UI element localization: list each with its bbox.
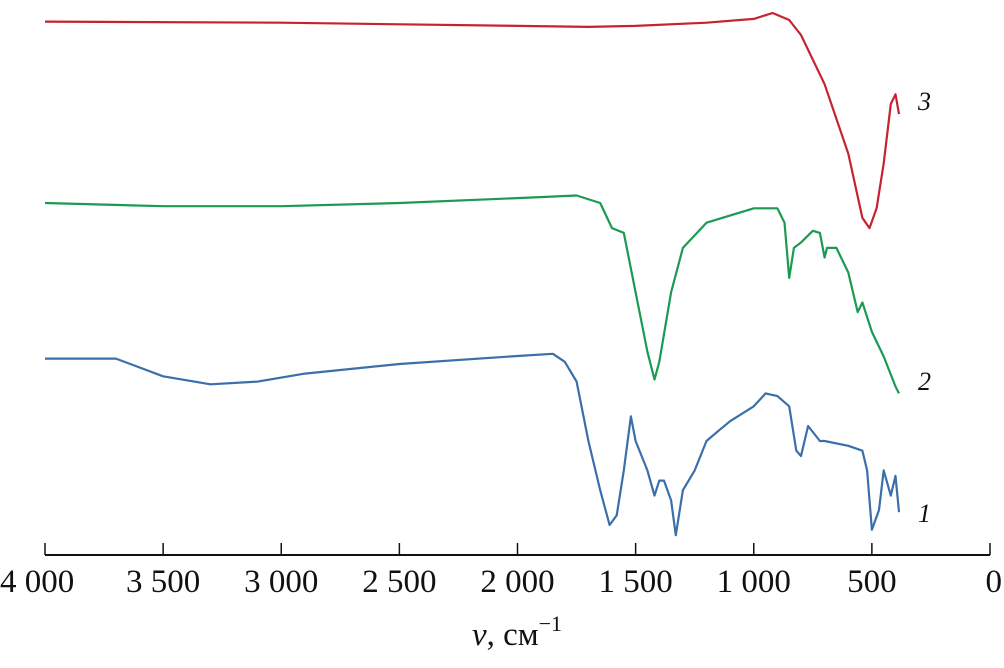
curve-label-1: 1 <box>918 499 931 528</box>
spectrum-curve-2 <box>44 194 900 394</box>
x-tick-label: 2 000 <box>480 564 554 600</box>
x-tick-label: 4 000 <box>0 564 74 600</box>
x-tick-label: 1 500 <box>599 564 673 600</box>
curve-label-3: 3 <box>917 87 931 116</box>
x-tick-label: 2 500 <box>362 564 436 600</box>
x-tick-label: 3 500 <box>126 564 200 600</box>
x-tick-label: 3 000 <box>244 564 318 600</box>
spectrum-curve-3 <box>44 11 901 230</box>
x-axis-label: ν, см−1 <box>472 611 562 653</box>
x-tick-label: 500 <box>847 564 897 600</box>
spectrum-curve-1 <box>45 352 901 537</box>
x-tick-label: 1 000 <box>717 564 791 600</box>
curve-label-2: 2 <box>918 367 931 396</box>
x-tick-label: 0 <box>986 564 1003 600</box>
